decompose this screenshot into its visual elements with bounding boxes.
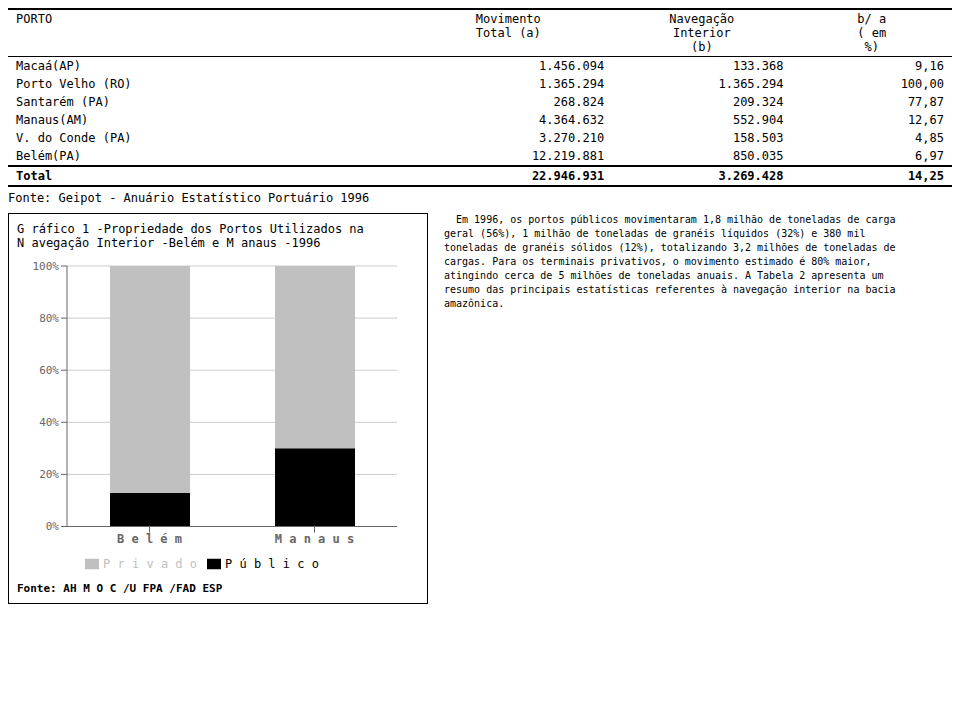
html-text:P r i v a d o: P r i v a d o bbox=[103, 556, 197, 571]
html-text:P ú b l i c o: P ú b l i c o bbox=[225, 556, 319, 571]
svg-text:40%: 40% bbox=[39, 416, 59, 429]
html-text:12,67: 12,67 bbox=[907, 113, 944, 127]
html-text:Fonte: AH M O C /U FPA /FAD ES: Fonte: AH M O C /U FPA /FAD ESP bbox=[17, 582, 223, 595]
svg-text:0%: 0% bbox=[46, 520, 60, 533]
html-text:Macaá(AP): Macaá(AP) bbox=[16, 59, 81, 73]
html-text:9,16: 9,16 bbox=[915, 59, 944, 73]
svg-text:60%: 60% bbox=[39, 364, 59, 377]
html-text:Navegação Interior (b): Navegação Interior (b) bbox=[669, 12, 735, 54]
html-text:V. do Conde (PA): V. do Conde (PA) bbox=[16, 131, 132, 145]
html-text:4.364.632: 4.364.632 bbox=[539, 113, 605, 127]
html-text:158.503: 158.503 bbox=[732, 131, 784, 145]
html-text:100,00: 100,00 bbox=[900, 77, 944, 91]
html-text:G ráfico 1 -Propriedade dos Po: G ráfico 1 -Propriedade dos Portos Utili… bbox=[17, 222, 364, 250]
html-text:Porto Velho (RO): Porto Velho (RO) bbox=[16, 77, 132, 91]
html-text:4,85: 4,85 bbox=[915, 131, 944, 145]
html-text:850.035: 850.035 bbox=[732, 149, 784, 163]
html-text:Manaus(AM): Manaus(AM) bbox=[16, 113, 89, 127]
svg-text:M a n a u s: M a n a u s bbox=[275, 532, 354, 546]
html-text:Movimento Total (a): Movimento Total (a) bbox=[475, 12, 541, 40]
svg-text:80%: 80% bbox=[39, 312, 59, 325]
html-text:1.365.294: 1.365.294 bbox=[718, 77, 784, 91]
html-text:3.270.210: 3.270.210 bbox=[539, 131, 605, 145]
html-text:552.904: 552.904 bbox=[732, 113, 784, 127]
html-text:133.368: 133.368 bbox=[732, 59, 784, 73]
html-text:Total: Total bbox=[16, 169, 53, 183]
html-text:Fonte: Geipot - Anuário Estatí: Fonte: Geipot - Anuário Estatístico Port… bbox=[8, 191, 370, 205]
html-text:22.946.931: 22.946.931 bbox=[531, 169, 605, 183]
html-text:1.365.294: 1.365.294 bbox=[539, 77, 605, 91]
html-text:Belém(PA): Belém(PA) bbox=[16, 149, 81, 163]
html-text:12.219.881: 12.219.881 bbox=[531, 149, 605, 163]
html-text:268.824: 268.824 bbox=[553, 95, 605, 109]
html-text:77,87: 77,87 bbox=[907, 95, 944, 109]
html-text:1.456.094: 1.456.094 bbox=[539, 59, 605, 73]
html-text:Em 1996, os portos públicos mo: Em 1996, os portos públicos movimentaram… bbox=[444, 214, 896, 309]
html-text:14,25: 14,25 bbox=[907, 169, 944, 183]
svg-text:B e l é m: B e l é m bbox=[117, 532, 182, 546]
html-text:Santarém (PA): Santarém (PA) bbox=[16, 95, 110, 109]
html-text:b/ a ( em %): b/ a ( em %) bbox=[857, 12, 887, 54]
svg-text:100%: 100% bbox=[33, 260, 60, 273]
html-text:209.324: 209.324 bbox=[732, 95, 784, 109]
html-text:3.269.428: 3.269.428 bbox=[718, 169, 784, 183]
svg-text:20%: 20% bbox=[39, 468, 59, 481]
html-text:6,97: 6,97 bbox=[915, 149, 944, 163]
html-text:PORTO: PORTO bbox=[16, 12, 53, 26]
